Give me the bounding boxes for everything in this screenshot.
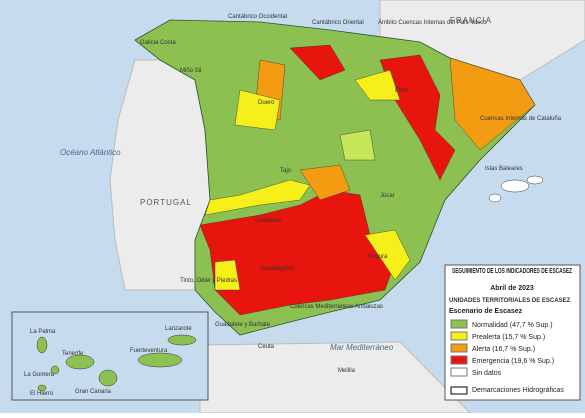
legend-label: Alerta (16,7 % Sup.) xyxy=(472,346,535,353)
prealert-zone xyxy=(204,179,311,216)
basin-label: Guadalete y Barbate xyxy=(215,322,271,328)
basin-label: Ebro xyxy=(395,88,408,94)
basin-label: Guadiana xyxy=(255,218,282,224)
island xyxy=(37,384,47,392)
legend-label: Demarcaciones Hidrográficas xyxy=(472,387,564,394)
island-label: Islas Baleares xyxy=(485,166,523,172)
island xyxy=(167,334,197,346)
country-label: FRANCIA xyxy=(450,16,492,25)
island xyxy=(526,175,544,185)
prealert-zone xyxy=(214,259,241,291)
basin-label: Cantábrico Occidental xyxy=(228,14,287,20)
sea-label: Océano Atlántico xyxy=(60,148,121,157)
legend-label: Normalidad (47,7 % Sup.) xyxy=(472,322,553,329)
basin-label: Duero xyxy=(258,100,275,106)
legend-swatch xyxy=(450,355,468,365)
island xyxy=(50,365,60,375)
island-label: El Hierro xyxy=(30,391,54,397)
city-label: Ceuta xyxy=(258,344,275,350)
basin-label: Tajo xyxy=(280,168,292,174)
legend-label: Sin datos xyxy=(472,370,502,377)
prealert-zone xyxy=(364,229,411,281)
basin-label: Cuencas Internas de Cataluña xyxy=(480,116,562,122)
prealert-zone xyxy=(234,89,281,131)
legend-date: Abril de 2023 xyxy=(490,285,534,292)
basin-label: Júcar xyxy=(380,193,395,199)
island-label: La Gomera xyxy=(24,372,55,378)
emergency-zone xyxy=(289,44,346,81)
legend-label: Prealerta (15,7 % Sup.) xyxy=(472,334,545,341)
legend-title: SEGUIMIENTO DE LOS INDICADORES DE ESCASE… xyxy=(452,268,572,275)
alert-zone xyxy=(299,164,351,201)
sea-label: Mar Mediterráneo xyxy=(330,343,394,352)
island-label: Gran Canaria xyxy=(75,389,112,395)
island xyxy=(98,369,118,387)
basin-label: Tinto, Odiel y Piedras xyxy=(180,278,237,284)
basin-label: Galicia Costa xyxy=(140,40,176,46)
basin-labels: Cantábrico Occidental Cantábrico Orienta… xyxy=(140,14,562,328)
city-label: Melilla xyxy=(338,368,356,374)
island-label: Fuerteventura xyxy=(130,348,168,354)
basin-label: Segura xyxy=(368,254,388,260)
legend-label: Emergencia (19,6 % Sup.) xyxy=(472,358,554,365)
island-label: La Palma xyxy=(30,329,56,335)
legend-swatch xyxy=(450,319,468,329)
prealert-zone xyxy=(339,129,376,161)
island xyxy=(36,336,48,354)
prealert-zone xyxy=(354,69,401,101)
legend-swatch xyxy=(450,367,468,377)
alert-zone xyxy=(449,57,536,151)
island-label: Lanzarote xyxy=(165,326,192,332)
island xyxy=(500,179,530,193)
basin-label: Guadalquivir xyxy=(260,266,294,272)
basin-label: Miño Sil xyxy=(180,68,201,74)
basin-label: Cantábrico Oriental xyxy=(312,20,364,26)
legend-units: UNIDADES TERRITORIALES DE ESCASEZ xyxy=(449,298,571,304)
island xyxy=(137,352,183,368)
country-label: PORTUGAL xyxy=(140,198,192,207)
legend-items: Normalidad (47,7 % Sup.) Prealerta (15,7 … xyxy=(450,319,554,377)
island xyxy=(65,354,95,370)
island-label: Tenerife xyxy=(62,351,84,357)
legend-swatch xyxy=(450,386,468,395)
canarias: La Palma Lanzarote Tenerife Fuerteventur… xyxy=(24,326,197,397)
legend-swatch xyxy=(450,331,468,341)
emergency-zone xyxy=(199,189,396,316)
legend-swatch xyxy=(450,343,468,353)
island xyxy=(488,193,502,203)
basin-label: Ámbito Cuencas Internas del País Vasco xyxy=(378,19,487,26)
emergency-zone xyxy=(379,54,456,181)
legend-scenario: Escenario de Escasez xyxy=(449,308,523,315)
basin-label: Cuencas Mediterráneas Andaluzas xyxy=(290,304,383,310)
